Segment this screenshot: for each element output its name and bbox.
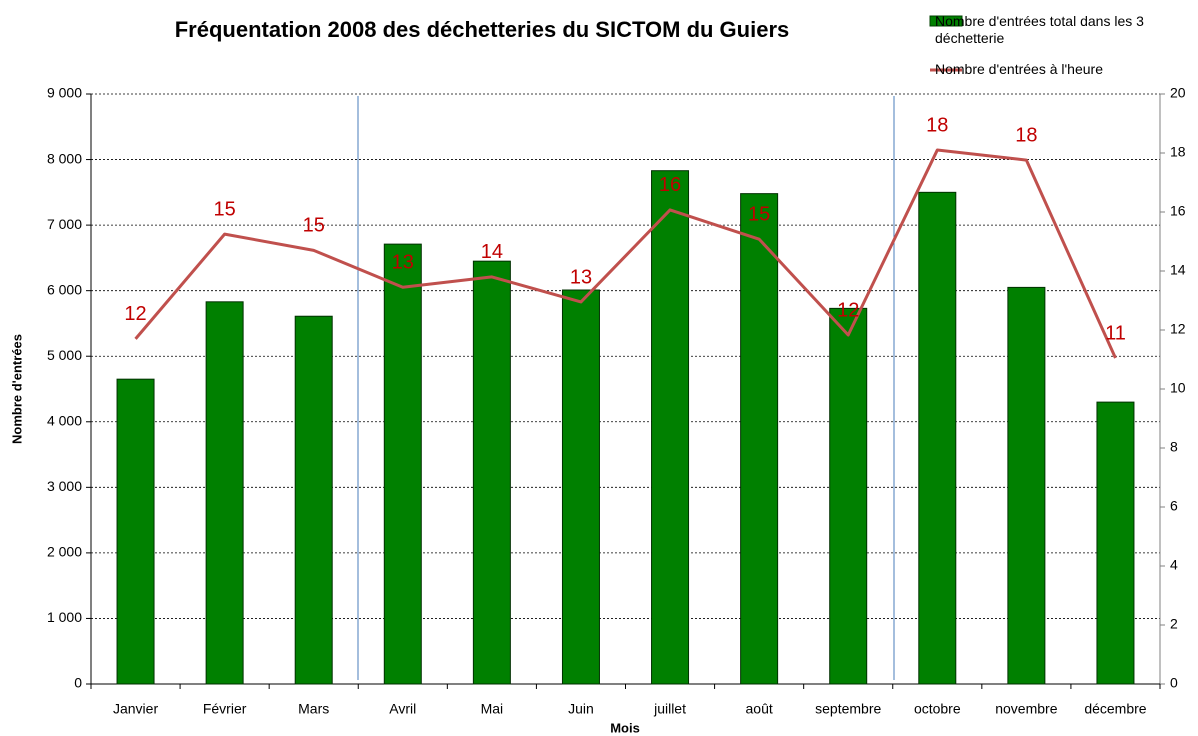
data-label: 15 [748,203,770,225]
bar [651,170,690,685]
data-label: 16 [659,174,681,196]
y2-tick-label: 2 [1170,616,1178,632]
y-tick-label: 4 000 [47,412,82,428]
y-tick-label: 2 000 [47,544,82,560]
bar [561,289,600,685]
x-tick-label: décembre [1084,701,1146,717]
y2-tick-label: 14 [1170,262,1186,278]
y2-tick-label: 0 [1170,675,1178,691]
y-axis-label: Nombre d'entrées [9,334,24,444]
x-tick-label: novembre [995,701,1057,717]
y2-tick-label: 18 [1170,144,1186,160]
x-tick-label: septembre [815,701,881,717]
bar [472,260,511,685]
data-label: 15 [214,198,236,220]
y2-tick-label: 16 [1170,203,1186,219]
data-label: 18 [926,114,948,136]
x-axis-label: Mois [610,720,640,735]
y2-tick-label: 4 [1170,557,1178,573]
bar [383,243,422,685]
y-tick-label: 6 000 [47,281,82,297]
data-label: 14 [481,241,503,263]
data-label: 15 [303,215,325,237]
y-tick-label: 0 [74,675,82,691]
legend-swatch [929,15,963,27]
y2-tick-label: 8 [1170,439,1178,455]
y-tick-label: 8 000 [47,150,82,166]
x-tick-label: Mars [298,701,329,717]
bar [116,378,155,685]
y2-tick-label: 10 [1170,380,1186,396]
bar [829,307,868,685]
bar [1096,401,1135,685]
y2-tick-label: 20 [1170,85,1186,101]
x-tick-label: août [746,701,773,717]
legend-label: Nombre d'entrées à l'heure [935,61,1103,77]
line [134,148,1117,359]
x-tick-label: Juin [568,701,594,717]
y-tick-label: 9 000 [47,85,82,101]
y-tick-label: 7 000 [47,216,82,232]
bar [205,301,244,685]
data-label: 12 [837,299,859,321]
legend-label: Nombre d'entrées total dans les 3 déchet… [935,13,1144,46]
y-tick-label: 1 000 [47,609,82,625]
bar [740,193,779,685]
bar [918,191,957,685]
bar [294,315,333,685]
chart-title: Fréquentation 2008 des déchetteries du S… [175,17,790,42]
y-tick-label: 3 000 [47,478,82,494]
data-label: 12 [124,303,146,325]
data-label: 11 [1105,322,1126,344]
data-label: 18 [1015,124,1037,146]
bar [1007,286,1046,685]
x-tick-label: Février [203,701,247,717]
data-label: 13 [570,266,592,288]
y2-tick-label: 6 [1170,498,1178,514]
x-tick-label: juillet [653,701,686,717]
x-tick-label: Avril [389,701,416,717]
y2-tick-label: 12 [1170,321,1186,337]
x-tick-label: Mai [481,701,504,717]
data-label: 13 [392,252,414,274]
x-tick-label: Janvier [113,701,158,717]
y-tick-label: 5 000 [47,347,82,363]
x-tick-label: octobre [914,701,961,717]
